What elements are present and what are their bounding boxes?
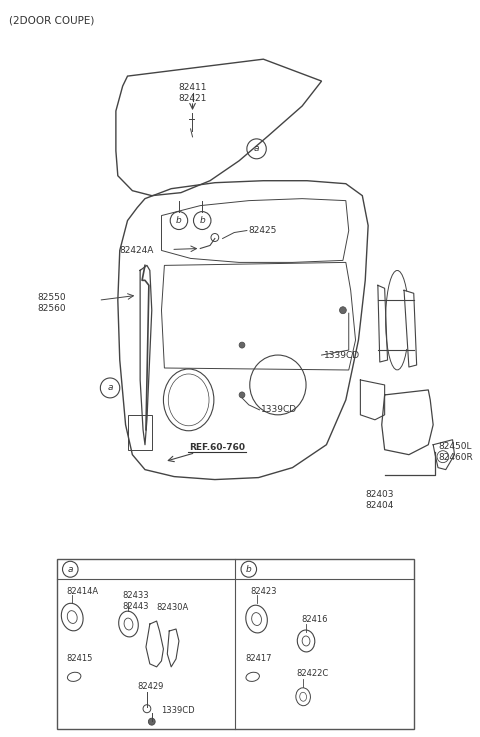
Ellipse shape	[300, 692, 307, 701]
Text: 1339CD: 1339CD	[324, 351, 360, 360]
Circle shape	[239, 342, 245, 348]
Text: a: a	[108, 383, 113, 392]
Text: b: b	[246, 565, 252, 573]
Text: 1339CD: 1339CD	[161, 706, 195, 715]
Text: 82423: 82423	[251, 587, 277, 595]
Circle shape	[148, 718, 155, 725]
Text: a: a	[254, 144, 259, 153]
Text: b: b	[199, 216, 205, 225]
Ellipse shape	[302, 636, 310, 646]
Text: a: a	[68, 565, 73, 573]
Text: 82417: 82417	[245, 654, 271, 663]
Text: 82430A: 82430A	[156, 603, 189, 612]
Text: 82424A: 82424A	[120, 246, 154, 255]
Text: 82403
82404: 82403 82404	[366, 489, 394, 510]
Text: 82414A: 82414A	[66, 587, 98, 595]
Text: 82450L
82460R: 82450L 82460R	[438, 441, 473, 462]
Text: 82411
82421: 82411 82421	[178, 83, 207, 103]
Text: 82422C: 82422C	[296, 669, 329, 678]
Text: 82429: 82429	[137, 682, 164, 691]
Text: 82550
82560: 82550 82560	[38, 293, 66, 313]
Ellipse shape	[252, 612, 262, 626]
Text: (2DOOR COUPE): (2DOOR COUPE)	[9, 15, 95, 25]
Text: b: b	[176, 216, 182, 225]
Ellipse shape	[67, 611, 77, 624]
Circle shape	[239, 392, 245, 398]
Ellipse shape	[124, 618, 133, 630]
Circle shape	[339, 307, 346, 314]
Text: 82425: 82425	[249, 226, 277, 235]
Text: 1339CD: 1339CD	[262, 405, 298, 414]
Text: 82433
82443: 82433 82443	[123, 591, 149, 610]
Text: REF.60-760: REF.60-760	[189, 443, 245, 453]
Text: 82415: 82415	[66, 654, 93, 663]
Text: 82416: 82416	[301, 615, 328, 624]
